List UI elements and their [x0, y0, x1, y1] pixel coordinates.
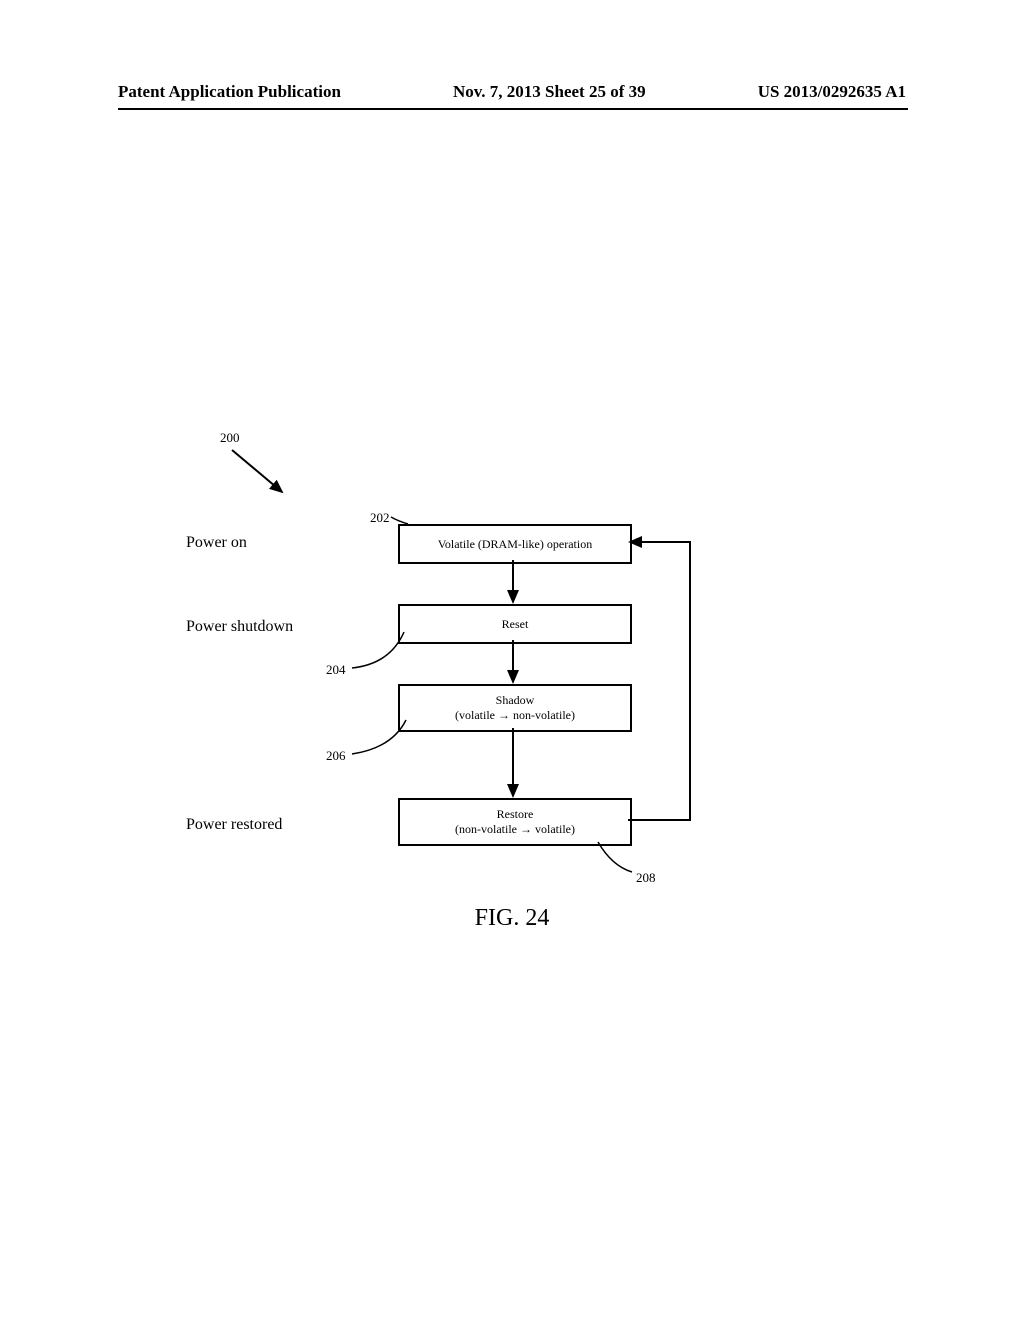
header-left: Patent Application Publication — [118, 82, 341, 102]
box-reset-text: Reset — [502, 617, 529, 632]
label-power-shutdown: Power shutdown — [186, 618, 293, 636]
header-rule — [118, 108, 908, 110]
ref208-leader — [598, 842, 632, 872]
label-power-on: Power on — [186, 534, 247, 552]
figure-caption: FIG. 24 — [0, 905, 1024, 932]
box-shadow: Shadow (volatile → non-volatile) — [398, 684, 632, 732]
arrows-overlay — [0, 0, 1024, 1320]
box-volatile-operation: Volatile (DRAM-like) operation — [398, 524, 632, 564]
box-shadow-line1: Shadow — [496, 693, 535, 708]
box-restore: Restore (non-volatile → volatile) — [398, 798, 632, 846]
ref-204: 204 — [326, 662, 346, 678]
box-reset: Reset — [398, 604, 632, 644]
header-row: Patent Application Publication Nov. 7, 2… — [0, 82, 1024, 102]
header-center: Nov. 7, 2013 Sheet 25 of 39 — [453, 82, 646, 102]
ref-200: 200 — [220, 430, 240, 446]
box-restore-line2: (non-volatile → volatile) — [455, 822, 575, 837]
ref-206: 206 — [326, 748, 346, 764]
header-right: US 2013/0292635 A1 — [758, 82, 906, 102]
box-restore-line1: Restore — [497, 807, 534, 822]
ref-208: 208 — [636, 870, 656, 886]
label-power-restored: Power restored — [186, 816, 282, 834]
ref202-leader — [391, 517, 408, 524]
ref-202: 202 — [370, 510, 390, 526]
ref200-arrow — [232, 450, 282, 492]
patent-page: Patent Application Publication Nov. 7, 2… — [0, 0, 1024, 1320]
page-header: Patent Application Publication Nov. 7, 2… — [0, 82, 1024, 102]
box-shadow-line2: (volatile → non-volatile) — [455, 708, 575, 723]
feedback-path — [628, 542, 690, 820]
ref204-leader — [352, 632, 404, 668]
box-volatile-text: Volatile (DRAM-like) operation — [438, 537, 592, 552]
